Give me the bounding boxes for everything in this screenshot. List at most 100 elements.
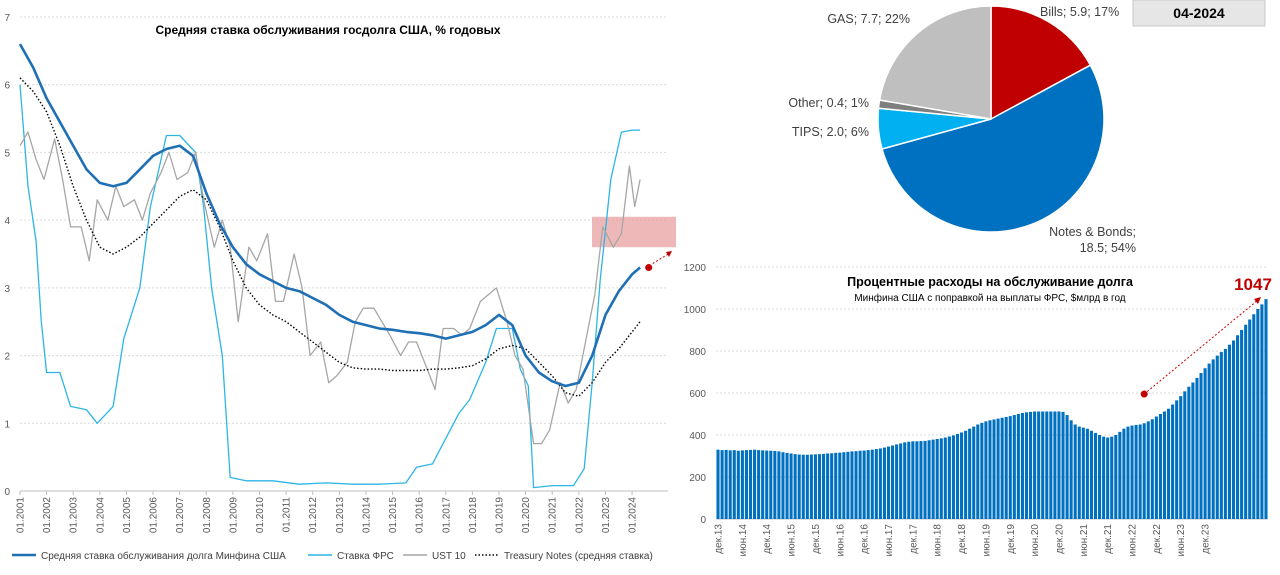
bar-x-tick-label: июн.21 <box>1079 524 1090 557</box>
bar <box>740 450 744 519</box>
pie-slice-0 <box>990 5 1092 121</box>
debt-structure-pie: Bills; 5.9; 17% Notes & Bonds; 18.5; 54% TI… <box>788 5 1136 255</box>
bar <box>1158 414 1162 519</box>
bar <box>866 450 870 519</box>
date-badge: 04-2024 <box>1132 0 1266 27</box>
bar <box>976 424 980 519</box>
bar <box>1081 427 1085 519</box>
bar <box>777 451 781 519</box>
bar <box>1061 411 1065 519</box>
x-tick-label: 01.2002 <box>42 497 53 534</box>
bar <box>1012 415 1016 519</box>
pie-label: GAS; 7.7; 22% <box>827 12 910 26</box>
endpoint-dot <box>645 264 653 272</box>
bar <box>838 452 842 519</box>
bar <box>1183 391 1187 519</box>
bar <box>805 454 809 519</box>
bar <box>870 449 874 519</box>
bar-y-tick-label: 0 <box>700 515 706 526</box>
bar <box>769 450 773 519</box>
bar <box>862 450 866 519</box>
bar <box>895 444 899 519</box>
bar <box>1102 436 1106 519</box>
bar <box>1008 416 1012 519</box>
pie-label: Other; 0.4; 1% <box>788 96 869 110</box>
line-chart-legend: Средняя ставка обслуживания долга Минфин… <box>12 550 653 562</box>
bar <box>919 441 923 519</box>
bar <box>748 449 753 519</box>
y-tick-label: 0 <box>4 487 10 498</box>
bar <box>1024 412 1029 519</box>
bar <box>1093 432 1098 519</box>
bar <box>1240 330 1244 519</box>
x-tick-label: 01.2023 <box>601 497 612 534</box>
bar <box>761 450 765 519</box>
bar <box>1146 421 1150 519</box>
bar <box>1175 400 1179 519</box>
bar <box>1236 335 1240 519</box>
bar-x-tick-label: дек.16 <box>860 524 871 554</box>
pie-slices <box>877 5 1105 233</box>
line-chart-title: Средняя ставка обслуживания госдолга США… <box>155 23 500 37</box>
bar <box>809 454 813 519</box>
bar <box>980 422 984 519</box>
bar <box>891 445 895 519</box>
series-line-0 <box>18 43 641 388</box>
bar <box>996 418 1000 519</box>
bar <box>797 454 801 519</box>
x-tick-label: 01.2008 <box>202 497 213 534</box>
bar <box>988 420 992 519</box>
bar <box>850 451 854 519</box>
bar <box>1057 411 1061 519</box>
bar-y-tick-label: 1000 <box>684 305 707 316</box>
x-tick-label: 01.2004 <box>95 497 106 534</box>
bar-x-tick-label: дек.23 <box>1201 524 1212 554</box>
bar <box>1195 377 1199 519</box>
date-badge-label: 04-2024 <box>1173 5 1225 21</box>
bar <box>968 428 972 519</box>
bar <box>817 454 822 519</box>
bar <box>1260 304 1264 519</box>
bar-x-tick-label: июн.16 <box>835 524 846 557</box>
bar <box>931 439 935 519</box>
bar-y-tick-label: 800 <box>689 347 706 358</box>
endpoint-marker <box>645 251 672 272</box>
x-tick-label: 01.2012 <box>308 497 319 534</box>
bar <box>1049 411 1053 519</box>
bar <box>1118 431 1122 519</box>
bar <box>882 447 886 519</box>
bar <box>1219 352 1223 519</box>
bar <box>1211 359 1215 519</box>
bar <box>955 433 960 519</box>
x-tick-label: 01.2005 <box>122 497 133 534</box>
x-tick-label: 01.2003 <box>69 497 80 534</box>
endpoint-arrowhead <box>666 251 672 257</box>
y-tick-label: 3 <box>4 284 10 295</box>
pie-labels: Bills; 5.9; 17% Notes & Bonds; 18.5; 54% TI… <box>788 5 1136 255</box>
bar <box>1073 424 1077 519</box>
y-tick-label: 2 <box>4 352 10 363</box>
bar-x-tick-label: дек.15 <box>811 524 822 554</box>
bar <box>834 452 838 519</box>
bar-y-tick-label: 1200 <box>684 263 707 274</box>
x-tick-label: 01.2007 <box>175 497 186 534</box>
bar <box>1000 417 1004 519</box>
pie-slice-4 <box>878 5 992 120</box>
legend-label: Treasury Notes (средняя ставка) <box>504 551 653 562</box>
bar-chart-bars <box>716 299 1268 519</box>
bar <box>1004 416 1008 519</box>
trend-arrowhead <box>1254 297 1261 304</box>
bar <box>732 450 736 519</box>
bar <box>1248 319 1252 519</box>
bar-x-tick-label: дек.20 <box>1054 524 1065 554</box>
bar <box>801 454 805 519</box>
x-tick-label: 01.2022 <box>574 497 585 534</box>
bar <box>886 446 891 519</box>
bar <box>899 443 903 519</box>
bar <box>1041 411 1045 519</box>
bar <box>1167 408 1171 519</box>
pie-slice-1 <box>881 64 1105 233</box>
bar <box>1016 414 1020 519</box>
bar <box>907 441 911 519</box>
bar <box>1069 420 1073 519</box>
